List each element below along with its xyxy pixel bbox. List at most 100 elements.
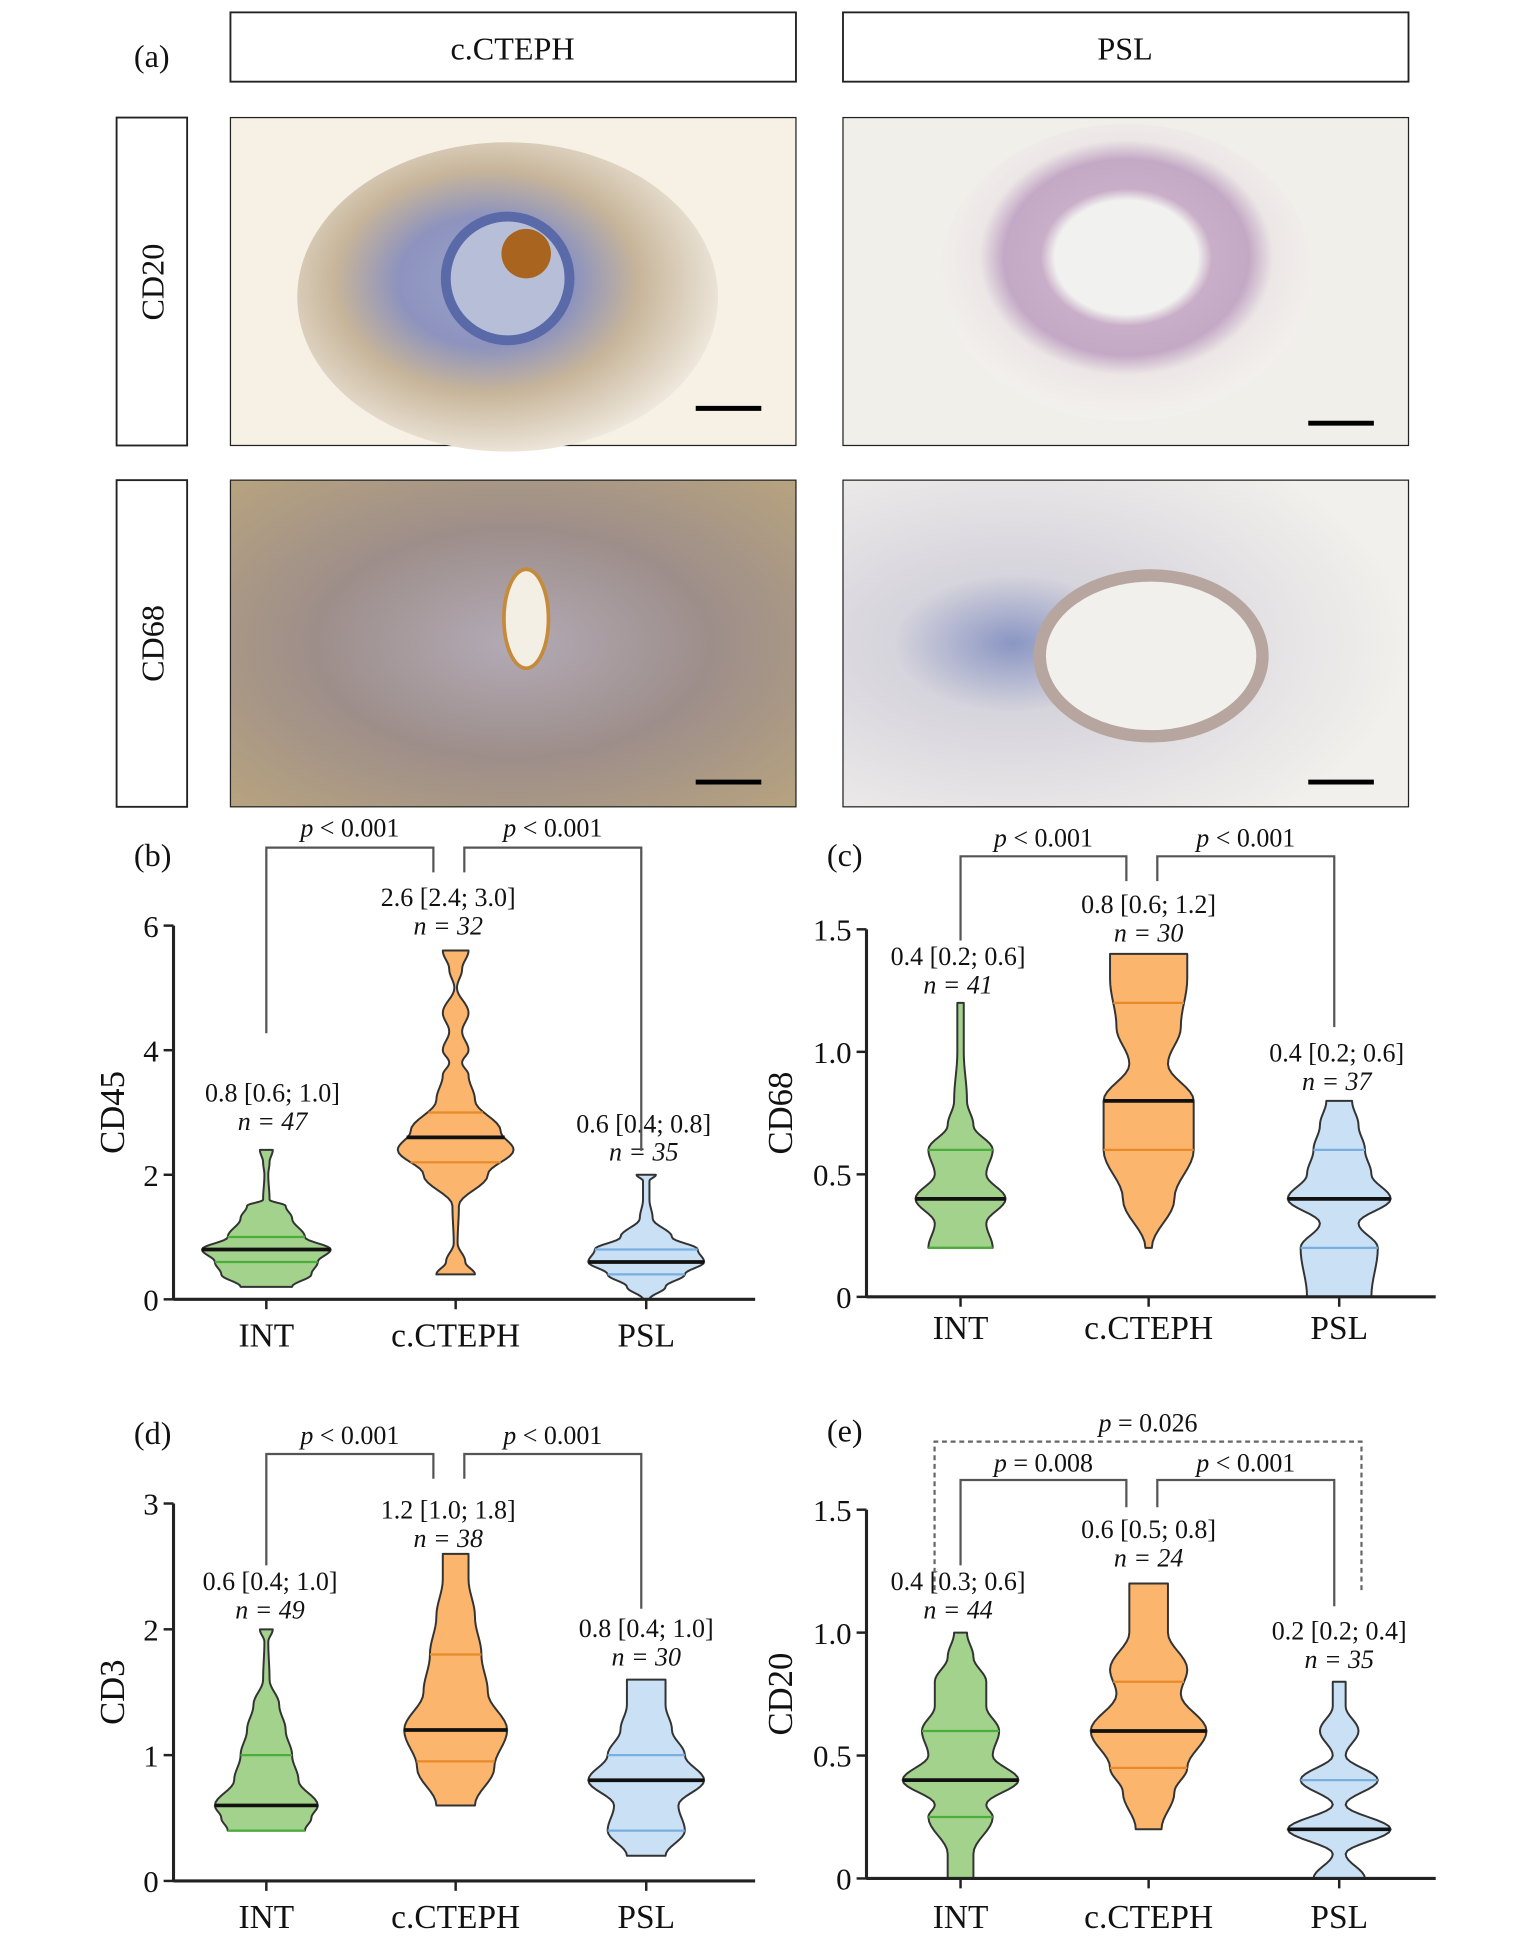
- significance-bracket: [959, 855, 1128, 941]
- y-tick-label: 1.5: [813, 1493, 852, 1528]
- violin-int: 0.4 [0.2; 0.6]n = 41: [891, 942, 1026, 1249]
- p-symbol: p: [298, 814, 313, 843]
- n-label: n = 38: [414, 1524, 483, 1553]
- panel-label-a: (a): [134, 38, 170, 74]
- n-label: n = 24: [1114, 1544, 1183, 1573]
- row-label-cd68: CD68: [115, 479, 189, 808]
- p-value-label: p < 0.001: [1194, 1448, 1295, 1477]
- x-tick-label: INT: [239, 1899, 295, 1936]
- p-value: < 0.001: [516, 1421, 602, 1450]
- column-header-psl: PSL: [842, 11, 1410, 83]
- violin-psl: 0.4 [0.2; 0.6]n = 37: [1269, 1039, 1404, 1298]
- x-tick-label: c.CTEPH: [391, 1317, 520, 1354]
- column-header-label: c.CTEPH: [451, 30, 575, 66]
- micrograph-cd20-cteph: [229, 116, 797, 452]
- y-tick-label: 0: [143, 1864, 158, 1899]
- x-tick-label: INT: [239, 1317, 295, 1354]
- violin-ccteph: 1.2 [1.0; 1.8]n = 38: [381, 1495, 516, 1807]
- n-label: n = 30: [611, 1643, 680, 1672]
- row-label-cd20: CD20: [115, 116, 189, 447]
- p-value-label: p = 0.026: [1096, 1409, 1197, 1438]
- p-value: < 0.001: [313, 1421, 399, 1450]
- p-symbol: p: [992, 1448, 1007, 1477]
- y-tick-label: 2: [143, 1612, 158, 1647]
- n-label: n = 41: [923, 971, 992, 1000]
- violin-body: [1089, 1582, 1208, 1831]
- y-axis-label: CD45: [94, 1071, 132, 1154]
- significance-bracket: [463, 846, 643, 1151]
- violin-body: [403, 1552, 509, 1807]
- x-tick-label: PSL: [617, 1317, 675, 1354]
- p-value-label: p = 0.008: [992, 1448, 1093, 1477]
- p-value: = 0.026: [1111, 1409, 1197, 1438]
- p-value: < 0.001: [1007, 823, 1093, 852]
- x-tick-label: PSL: [1310, 1899, 1368, 1936]
- n-label: n = 32: [414, 911, 483, 940]
- y-tick-label: 0: [836, 1280, 851, 1315]
- row-label-text: CD20: [135, 244, 171, 321]
- significance-bracket: [1156, 1478, 1336, 1607]
- y-tick-label: 6: [143, 909, 158, 944]
- x-tick-label: c.CTEPH: [1084, 1310, 1213, 1347]
- significance-bracket: [265, 846, 435, 1034]
- y-tick-label: 1.5: [813, 912, 852, 947]
- y-axis-label: CD20: [762, 1653, 800, 1736]
- summary-label: 0.4 [0.2; 0.6]: [891, 942, 1026, 971]
- x-tick-label: c.CTEPH: [1084, 1899, 1213, 1936]
- column-header-label: PSL: [1097, 30, 1152, 66]
- summary-label: 0.8 [0.6; 1.2]: [1081, 890, 1216, 919]
- y-tick-label: 3: [143, 1487, 158, 1522]
- violin-body: [587, 1173, 706, 1301]
- panel-label: (e): [827, 1413, 863, 1449]
- column-header-cteph: c.CTEPH: [229, 11, 797, 83]
- summary-label: 0.4 [0.2; 0.6]: [1269, 1039, 1404, 1068]
- y-tick-label: 1.0: [813, 1616, 852, 1651]
- summary-label: 0.8 [0.4; 1.0]: [579, 1614, 714, 1643]
- x-tick-label: INT: [933, 1310, 989, 1347]
- chart-cd3: (d) CD3 0.6 [0.4; 1.0]n = 49 INT 1.2 [1.0; 1…: [94, 1415, 756, 1936]
- violin-body: [213, 1628, 319, 1832]
- y-tick-label: 1: [143, 1738, 158, 1773]
- violin-body: [587, 1678, 706, 1857]
- significance-bracket: [1156, 855, 1336, 1028]
- summary-label: 0.6 [0.4; 0.8]: [576, 1109, 711, 1138]
- p-symbol: p: [298, 1421, 313, 1450]
- panel-label: (c): [827, 837, 863, 873]
- p-symbol: p: [1194, 1448, 1209, 1477]
- n-label: n = 47: [238, 1107, 308, 1136]
- p-symbol: p: [992, 823, 1007, 852]
- y-tick-label: 4: [143, 1033, 158, 1068]
- significance-bracket: [265, 1452, 435, 1566]
- n-label: n = 30: [1114, 919, 1183, 948]
- violin-int: 0.4 [0.3; 0.6]n = 44: [891, 1567, 1026, 1880]
- summary-label: 2.6 [2.4; 3.0]: [381, 883, 516, 912]
- chart-cd20: (e) CD20 0.4 [0.3; 0.6]n = 44 INT 0.6 [0.5; …: [762, 1409, 1436, 1936]
- p-value-label: p < 0.001: [1194, 823, 1295, 852]
- micrograph-cd68-cteph: [229, 479, 797, 808]
- panel-label: (d): [134, 1415, 172, 1451]
- violin-int: 0.6 [0.4; 1.0]n = 49: [203, 1567, 338, 1832]
- p-value: < 0.001: [1209, 1448, 1295, 1477]
- p-value-label: p < 0.001: [298, 1421, 399, 1450]
- y-tick-label: 0.5: [813, 1157, 852, 1192]
- p-value-label: p < 0.001: [992, 823, 1093, 852]
- n-label: n = 35: [1304, 1645, 1373, 1674]
- y-tick-label: 1.0: [813, 1035, 852, 1070]
- micrograph-cd20-psl: [842, 116, 1410, 447]
- y-tick-label: 0.5: [813, 1739, 852, 1774]
- summary-label: 1.2 [1.0; 1.8]: [381, 1495, 516, 1524]
- summary-label: 0.4 [0.3; 0.6]: [891, 1567, 1026, 1596]
- row-label-text: CD68: [135, 605, 171, 682]
- summary-label: 0.6 [0.5; 0.8]: [1081, 1515, 1216, 1544]
- p-value: = 0.008: [1007, 1448, 1093, 1477]
- x-tick-label: c.CTEPH: [391, 1899, 520, 1936]
- summary-label: 0.6 [0.4; 1.0]: [203, 1567, 338, 1596]
- violin-ccteph: 0.8 [0.6; 1.2]n = 30: [1081, 890, 1216, 1249]
- p-symbol: p: [1194, 823, 1209, 852]
- y-axis-label: CD68: [762, 1072, 800, 1155]
- violin-body: [200, 1148, 332, 1288]
- violin-psl: 0.2 [0.2; 0.4]n = 35: [1272, 1617, 1407, 1880]
- p-symbol: p: [1096, 1409, 1111, 1438]
- y-axis-label: CD3: [94, 1660, 132, 1725]
